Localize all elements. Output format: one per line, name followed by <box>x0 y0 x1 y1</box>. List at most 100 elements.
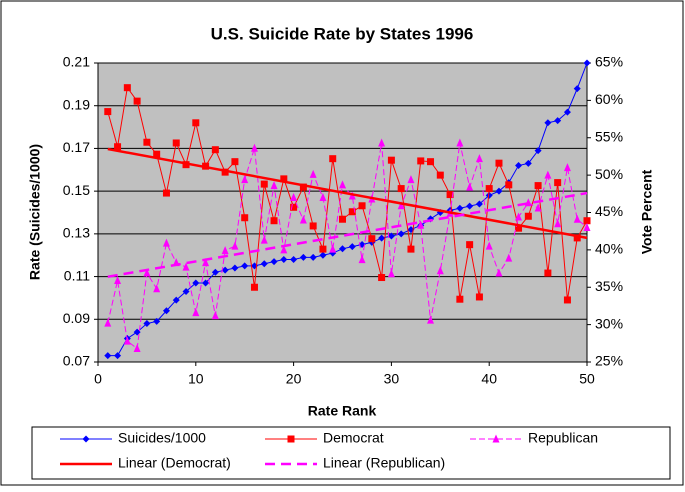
point <box>319 193 327 202</box>
point <box>554 117 562 125</box>
point <box>524 159 532 167</box>
point <box>339 180 346 189</box>
point <box>260 235 268 244</box>
point <box>114 352 122 360</box>
point <box>123 84 131 92</box>
point <box>211 311 219 320</box>
point <box>104 318 112 327</box>
point <box>427 315 435 324</box>
point <box>143 268 151 277</box>
point <box>153 317 161 325</box>
point <box>290 203 298 211</box>
point <box>231 264 239 272</box>
x-tick-label: 0 <box>94 371 102 387</box>
point <box>583 217 591 225</box>
point <box>417 220 425 229</box>
point <box>436 266 444 275</box>
legend-marker <box>287 435 295 443</box>
point <box>358 202 366 210</box>
point <box>378 234 386 242</box>
series-line <box>107 86 588 301</box>
y2-tick-label: 25% <box>595 353 623 369</box>
point <box>153 284 161 293</box>
point <box>123 336 131 345</box>
x-tick-label: 20 <box>286 371 302 387</box>
point <box>153 150 161 158</box>
point <box>554 179 562 187</box>
point <box>339 245 346 253</box>
point <box>495 268 503 277</box>
point <box>143 320 151 328</box>
point <box>583 222 591 231</box>
point <box>348 243 356 251</box>
point <box>192 119 200 127</box>
point <box>133 344 141 353</box>
point <box>241 262 249 270</box>
y-tick-label: 0.11 <box>64 267 90 283</box>
point <box>524 212 532 220</box>
point <box>309 222 317 230</box>
point <box>280 175 288 183</box>
y-axis-label: Rate (Suicides/1000) <box>27 144 43 280</box>
legend-label: Linear (Republican) <box>323 455 445 471</box>
point <box>250 262 258 270</box>
y-tick-label: 0.15 <box>63 182 90 198</box>
point <box>299 183 307 191</box>
point <box>475 154 483 163</box>
point <box>241 175 249 184</box>
point <box>329 155 337 163</box>
y-tick-label: 0.09 <box>63 310 90 326</box>
y-tick-label: 0.07 <box>63 353 90 369</box>
point <box>162 238 170 247</box>
point <box>456 204 464 212</box>
point <box>231 241 239 250</box>
point <box>143 138 151 146</box>
point <box>563 108 571 116</box>
point <box>456 295 464 303</box>
x-tick-label: 50 <box>579 371 595 387</box>
point <box>192 279 200 287</box>
point <box>280 245 288 254</box>
point <box>573 85 581 93</box>
point <box>573 234 581 242</box>
legend-label: Democrat <box>323 430 384 446</box>
point <box>290 255 298 263</box>
point <box>250 283 258 291</box>
point <box>534 182 542 190</box>
point <box>387 232 395 240</box>
point <box>397 201 405 210</box>
point <box>309 169 317 178</box>
point <box>387 269 395 278</box>
y2-tick-label: 65% <box>595 54 623 70</box>
point <box>368 235 376 243</box>
point <box>260 260 268 268</box>
point <box>299 253 307 261</box>
legend-label: Suicides/1000 <box>118 430 206 446</box>
point <box>348 208 356 216</box>
point <box>485 185 493 193</box>
point <box>583 59 591 67</box>
point <box>133 328 141 336</box>
legend-label: Linear (Democrat) <box>118 455 231 471</box>
y2-tick-label: 45% <box>595 203 623 219</box>
trend-line <box>107 147 588 240</box>
point <box>515 224 523 232</box>
point <box>544 119 552 127</box>
y2-axis-label: Vote Percent <box>639 169 655 254</box>
point <box>221 266 229 274</box>
y-tick-label: 0.19 <box>63 96 90 112</box>
point <box>475 200 483 208</box>
point <box>221 168 229 176</box>
point <box>182 262 190 271</box>
point <box>162 307 170 315</box>
point <box>319 251 327 259</box>
y2-tick-label: 30% <box>595 315 623 331</box>
point <box>241 214 249 222</box>
point <box>270 181 278 190</box>
chart-title: U.S. Suicide Rate by States 1996 <box>211 24 474 43</box>
y2-tick-label: 60% <box>595 91 623 107</box>
point <box>427 158 435 166</box>
point <box>563 163 571 172</box>
point <box>104 108 112 116</box>
point <box>133 97 141 105</box>
